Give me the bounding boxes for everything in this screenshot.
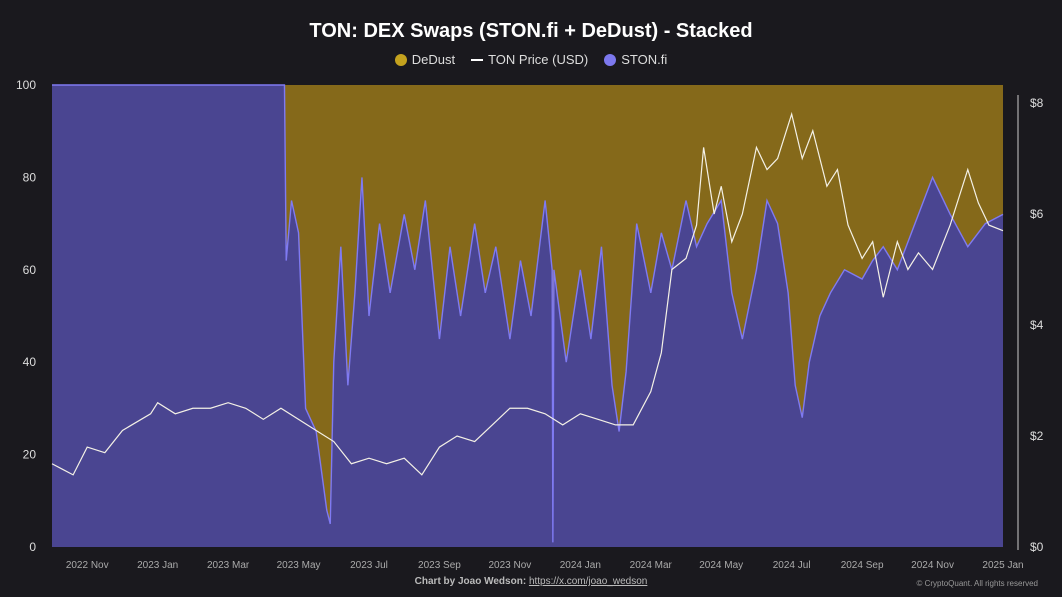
y-left-tick-label: 60 <box>23 263 37 277</box>
x-tick-label: 2023 Jan <box>137 560 178 571</box>
x-tick-label: 2024 Nov <box>911 560 954 571</box>
legend-label: DeDust <box>411 52 456 67</box>
credit-text: Chart by Joao Wedson: <box>414 576 527 587</box>
legend-label: STON.fi <box>621 52 668 67</box>
x-tick-label: 2023 Nov <box>488 560 531 571</box>
legend-item-stonfi[interactable]: STON.fi <box>604 52 667 67</box>
x-tick-label: 2023 Sep <box>418 560 461 571</box>
y-left-tick-label: 40 <box>23 355 37 369</box>
credit: Chart by Joao Wedson: https://x.com/joao… <box>0 576 1062 587</box>
y-right-tick-label: $8 <box>1030 96 1044 110</box>
y-left-tick-label: 100 <box>16 78 36 92</box>
x-tick-label: 2023 Mar <box>207 560 250 571</box>
stonfi-swatch-icon <box>604 53 617 66</box>
y-left-tick-label: 20 <box>23 448 37 462</box>
legend-item-dedust[interactable]: DeDust <box>394 52 456 67</box>
x-tick-label: 2025 Jan <box>982 560 1023 571</box>
y-left-tick-label: 0 <box>29 540 36 554</box>
x-tick-label: 2024 May <box>699 560 743 571</box>
credit-link[interactable]: https://x.com/joao_wedson <box>528 576 648 587</box>
stonfi-area <box>52 85 1003 547</box>
x-tick-label: 2024 Jan <box>560 560 601 571</box>
legend: DeDust TON Price (USD) STON.fi <box>0 52 1062 67</box>
dedust-swatch-icon <box>394 53 407 66</box>
x-tick-label: 2024 Jul <box>773 560 811 571</box>
x-tick-label: 2024 Mar <box>630 560 673 571</box>
y-right-tick-label: $2 <box>1030 429 1044 443</box>
y-right-tick-label: $4 <box>1030 318 1044 332</box>
price-line-icon <box>471 58 484 61</box>
stonfi-line <box>52 84 1004 543</box>
y-right-tick-label: $6 <box>1030 207 1044 221</box>
chart-title: TON: DEX Swaps (STON.fi + DeDust) - Stac… <box>309 20 753 42</box>
legend-item-price[interactable]: TON Price (USD) <box>471 52 588 67</box>
y-right-tick-label: $0 <box>1030 540 1044 554</box>
y-left-tick-label: 80 <box>23 170 37 184</box>
price-line <box>51 111 1004 476</box>
x-tick-label: 2023 May <box>277 560 321 571</box>
x-tick-label: 2022 Nov <box>66 560 109 571</box>
x-tick-label: 2024 Sep <box>841 560 884 571</box>
legend-label: TON Price (USD) <box>488 52 589 67</box>
x-tick-label: 2023 Jul <box>350 560 388 571</box>
copyright: © CryptoQuant. All rights reserved <box>916 579 1039 588</box>
